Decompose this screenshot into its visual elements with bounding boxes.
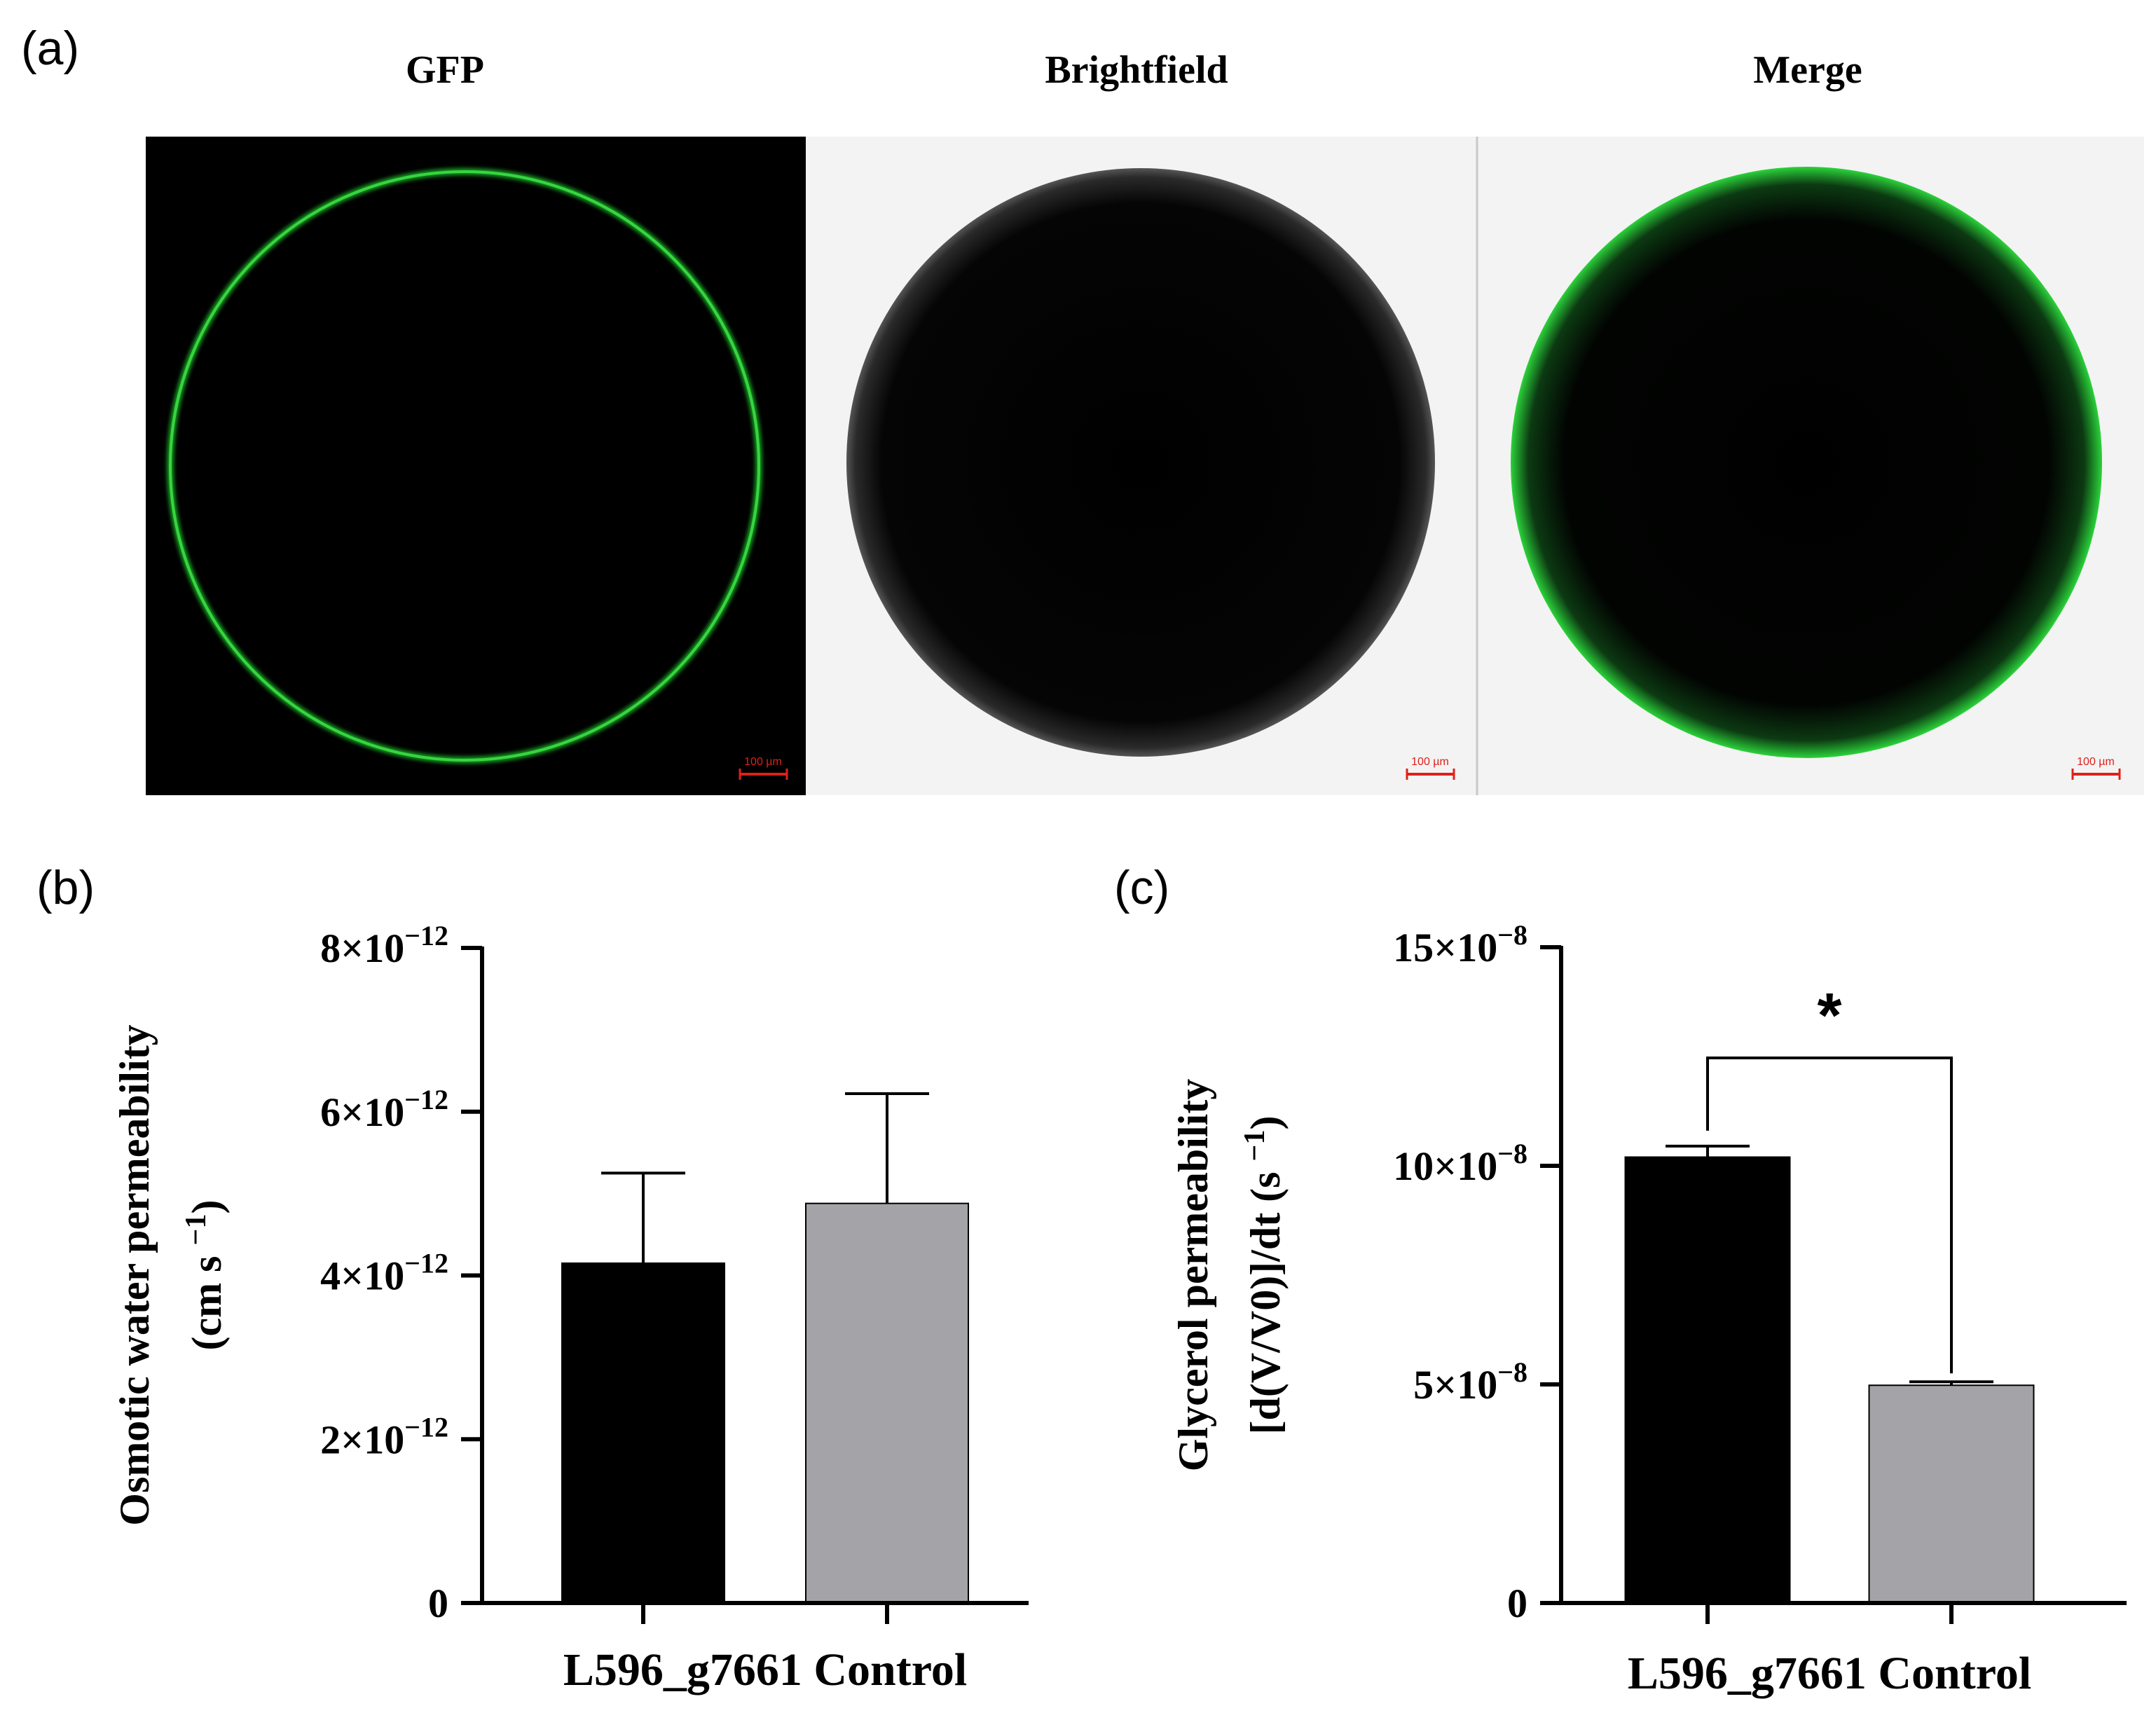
y-tick-label: 4×10−12 bbox=[320, 1248, 448, 1299]
chart-c: 0 5×10−8 10×10−8 15×10−8 L596_g7661 Control G… bbox=[1170, 919, 2127, 1699]
gfp-scale-label: 100 µm bbox=[744, 756, 782, 768]
gfp-title: GFP bbox=[406, 48, 484, 92]
gfp-scale-bar: 100 µm bbox=[739, 756, 788, 780]
bar-L596_g7661 bbox=[1624, 1156, 1791, 1604]
merge-image: 100 µm bbox=[1478, 137, 2144, 795]
bar-Control bbox=[805, 1202, 969, 1604]
merge-scale-label: 100 µm bbox=[2077, 756, 2115, 768]
brightfield-scale-bar: 100 µm bbox=[1406, 756, 1455, 780]
y-tick-label: 5×10−8 bbox=[1413, 1356, 1527, 1408]
y-tick-label: 0 bbox=[428, 1581, 448, 1626]
y-axis-label-line2: [d(V/V0)]/dt (s −1) bbox=[1239, 1116, 1289, 1435]
x-tick-labels: L596_g7661 Control bbox=[563, 1644, 967, 1695]
bar-Control bbox=[1868, 1384, 2035, 1604]
bar-L596_g7661 bbox=[561, 1262, 725, 1604]
significance-marker: * bbox=[1817, 981, 1841, 1051]
panel-b-label: (b) bbox=[36, 861, 95, 914]
y-tick-label: 15×10−8 bbox=[1393, 919, 1527, 970]
y-tick-label: 2×10−12 bbox=[320, 1411, 448, 1462]
brightfield-image: 100 µm bbox=[806, 137, 1478, 795]
y-tick-label: 10×10−8 bbox=[1393, 1138, 1527, 1189]
y-tick-label: 8×10−12 bbox=[320, 920, 448, 971]
y-axis-label-line1: Glycerol permeability bbox=[1170, 1079, 1216, 1471]
chart-b: 0 2×10−12 4×10−12 6×10−12 8×10−12 L596_g7661 … bbox=[111, 920, 1029, 1695]
y-tick-label: 0 bbox=[1507, 1581, 1527, 1626]
brightfield-title: Brightfield bbox=[1045, 48, 1228, 92]
merge-scale-bar: 100 µm bbox=[2071, 756, 2121, 780]
merge-title: Merge bbox=[1753, 48, 1862, 92]
y-axis-label-line2: (cm s −1) bbox=[180, 1200, 230, 1351]
y-tick-label: 6×10−12 bbox=[320, 1084, 448, 1135]
x-tick-labels: L596_g7661 Control bbox=[1628, 1648, 2031, 1699]
panel-c-label: (c) bbox=[1114, 861, 1170, 914]
significance-bracket bbox=[1706, 1057, 1953, 1374]
brightfield-scale-label: 100 µm bbox=[1411, 756, 1449, 768]
gfp-image: 100 µm bbox=[146, 137, 806, 795]
y-axis-label-line1: Osmotic water permeability bbox=[111, 1024, 158, 1525]
panel-a-label: (a) bbox=[21, 22, 80, 75]
